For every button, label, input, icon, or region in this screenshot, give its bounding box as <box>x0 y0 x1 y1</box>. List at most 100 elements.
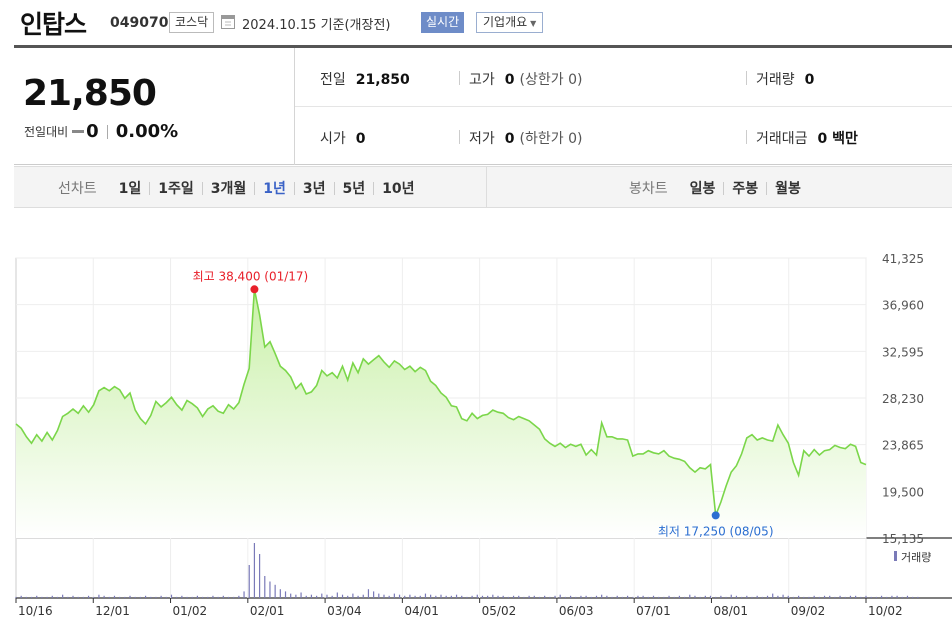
volume-bar <box>295 594 297 598</box>
divider <box>746 71 747 85</box>
x-tick-label: 04/01 <box>404 604 439 618</box>
volume-bar <box>533 595 535 598</box>
x-tick-label: 10/16 <box>18 604 53 618</box>
volume-bar <box>606 595 608 598</box>
volume-bar <box>917 596 919 598</box>
volume-bar <box>362 594 364 598</box>
volume-bar <box>274 584 276 598</box>
volume-bar <box>450 595 452 598</box>
volume-legend: 거래량 <box>901 551 931 564</box>
divider <box>201 181 203 195</box>
diff-label: 전일대비 <box>24 125 69 139</box>
tab-3y[interactable]: 3년 <box>302 181 326 197</box>
volume-bar <box>813 595 815 598</box>
volume-bar <box>388 595 390 598</box>
volume-bar <box>98 594 100 598</box>
tab-10y[interactable]: 10년 <box>382 181 415 197</box>
tab-monthly[interactable]: 월봉 <box>775 181 801 197</box>
volume-bar <box>844 596 846 598</box>
y-tick-label: 36,960 <box>882 299 924 313</box>
volume-bar <box>787 595 789 598</box>
volume-bar <box>155 596 157 598</box>
realtime-button[interactable]: 실시간 <box>421 12 465 33</box>
y-tick-label: 19,500 <box>882 485 924 499</box>
volume-bar <box>414 595 416 598</box>
volume-bar <box>51 595 53 598</box>
volume-bar <box>20 595 22 598</box>
volume-bar <box>181 595 183 598</box>
company-info-dropdown[interactable]: 기업개요 ▼ <box>476 12 544 33</box>
company-info-label: 기업개요 <box>483 15 528 29</box>
price-line <box>15 289 867 516</box>
candle-chart-label: 봉차트 <box>629 181 668 197</box>
volume-bar <box>170 594 173 598</box>
volume-bar <box>823 595 826 598</box>
volume-bar <box>554 595 556 598</box>
volume-bar <box>611 596 613 598</box>
x-tick-label: 03/04 <box>327 604 362 618</box>
divider <box>766 181 768 195</box>
high-label: 고가 <box>469 72 495 88</box>
volume-bar <box>880 595 883 598</box>
volume-bar <box>258 554 261 598</box>
no-change-icon <box>72 130 85 133</box>
stock-name: 인탑스 <box>20 10 87 39</box>
volume-bar <box>41 596 43 598</box>
x-tick-label: 10/02 <box>868 604 903 618</box>
volume-bar <box>77 596 79 598</box>
tab-1w[interactable]: 1주일 <box>158 181 194 197</box>
volume-bar <box>67 596 69 598</box>
volume-bar <box>248 565 250 598</box>
volume-bar <box>103 595 105 598</box>
volume-bar <box>652 595 655 598</box>
volume-bar <box>523 596 525 598</box>
volume-bar <box>476 594 478 598</box>
volume-bar <box>383 594 385 598</box>
volume-bar <box>15 596 17 598</box>
tab-daily[interactable]: 일봉 <box>689 181 716 197</box>
volume-bar <box>326 594 328 598</box>
volume-bar <box>124 596 126 598</box>
volume-bar <box>129 595 131 598</box>
volume-bar <box>347 595 349 598</box>
high-price: 고가 0 (상한가 0) <box>469 69 582 89</box>
volume-bar <box>564 596 566 598</box>
volume-bar <box>585 595 587 598</box>
volume-bar <box>912 596 914 598</box>
volume-bar <box>82 596 84 598</box>
diff-value: 0 <box>86 121 99 142</box>
x-tick-label: 07/01 <box>636 604 671 618</box>
volume-bar <box>901 596 903 598</box>
volume-bar <box>870 596 872 598</box>
chart-tabs: 선차트 1일 1주일 3개월 1년 3년 5년 10년 봉차트 일봉 주봉 월봉 <box>14 166 952 208</box>
tab-1d[interactable]: 1일 <box>118 181 142 197</box>
volume-bar <box>626 595 629 598</box>
volume-bar <box>559 594 561 598</box>
open-label: 시가 <box>320 131 346 147</box>
volume-bar <box>502 595 504 598</box>
y-tick-label: 28,230 <box>882 392 924 406</box>
chevron-down-icon: ▼ <box>530 19 537 28</box>
volume-bar <box>518 595 520 598</box>
tab-5y[interactable]: 5년 <box>342 181 366 197</box>
volume-bar <box>87 595 90 598</box>
volume-bar <box>393 593 395 598</box>
volume-bar <box>201 596 204 598</box>
max-marker <box>250 285 259 294</box>
volume-bar <box>855 595 857 598</box>
volume-bar <box>93 596 95 598</box>
volume-bar <box>196 595 199 598</box>
tab-3m[interactable]: 3개월 <box>210 181 247 197</box>
volume-bar <box>119 596 121 598</box>
tab-weekly[interactable]: 주봉 <box>732 181 759 197</box>
volume-bar <box>829 595 831 598</box>
volume-bar <box>378 593 380 598</box>
volume-bar <box>160 595 162 598</box>
volume-bar <box>300 592 302 598</box>
volume-bar <box>694 595 696 598</box>
volume-bar <box>777 595 779 598</box>
volume-bar <box>601 594 603 598</box>
tab-1y[interactable]: 1년 <box>263 181 286 197</box>
volume-bar <box>150 596 152 598</box>
price-chart: 41,325 36,960 32,595 28,230 23,865 19,500 15,1… <box>15 252 952 618</box>
